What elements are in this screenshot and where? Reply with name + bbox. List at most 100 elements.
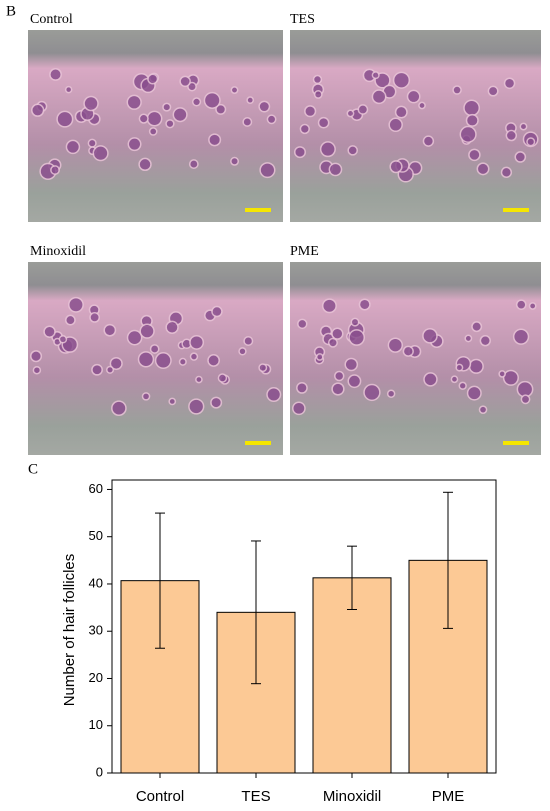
- image-label: Control: [30, 12, 73, 27]
- y-tick-label: 40: [89, 575, 103, 590]
- follicle: [512, 328, 530, 345]
- follicle: [50, 165, 60, 175]
- follicle: [266, 387, 282, 403]
- follicle: [230, 86, 239, 94]
- follicle: [389, 160, 403, 174]
- follicle: [203, 91, 221, 109]
- y-tick-label: 20: [89, 670, 103, 685]
- follicle: [450, 375, 459, 384]
- follicle: [358, 298, 371, 311]
- follicle: [141, 392, 151, 401]
- follicle: [388, 117, 403, 133]
- follicle: [459, 125, 477, 143]
- follicle: [258, 100, 271, 113]
- micrograph: [290, 30, 541, 222]
- follicle: [346, 109, 355, 118]
- x-tick-label: Minoxidil: [323, 788, 381, 805]
- follicle: [313, 90, 323, 99]
- follicle: [519, 122, 528, 131]
- y-tick-label: 0: [96, 764, 103, 779]
- follicle: [172, 107, 188, 123]
- follicle: [64, 314, 76, 326]
- follicle: [466, 385, 482, 401]
- follicle: [189, 334, 205, 350]
- follicle: [43, 325, 56, 338]
- follicle: [386, 389, 396, 398]
- follicle: [296, 382, 308, 394]
- follicle: [487, 85, 499, 97]
- follicle: [347, 374, 362, 389]
- follicle: [148, 127, 158, 136]
- follicle: [179, 75, 191, 88]
- follicle: [465, 113, 479, 127]
- follicle: [83, 95, 99, 112]
- follicle: [138, 113, 149, 124]
- panel-label: B: [6, 3, 16, 19]
- follicle: [149, 344, 160, 354]
- follicle: [304, 105, 317, 118]
- follicle: [64, 85, 73, 94]
- follicle: [402, 345, 414, 357]
- follicle: [195, 375, 203, 384]
- follicle: [165, 320, 179, 335]
- follicle: [319, 141, 336, 158]
- follicle: [92, 145, 109, 162]
- follicle: [479, 334, 491, 347]
- image-label: PME: [290, 244, 319, 259]
- y-axis-label: Number of hair follicles: [61, 554, 78, 707]
- follicle: [357, 104, 369, 115]
- follicle: [464, 334, 473, 343]
- follicle: [126, 329, 143, 346]
- follicle: [503, 77, 516, 90]
- follicle: [187, 81, 197, 92]
- follicle: [146, 110, 163, 127]
- follicle: [348, 329, 366, 346]
- follicle: [458, 381, 467, 390]
- follicle: [422, 135, 435, 147]
- follicle: [452, 85, 462, 95]
- follicle: [394, 105, 408, 119]
- follicle: [331, 327, 344, 340]
- follicle: [168, 397, 177, 406]
- bar-chart: Number of hair follicles 0 10 20 30 40 50 60 Co…: [61, 479, 497, 805]
- follicle: [49, 68, 62, 81]
- follicle: [520, 394, 531, 405]
- follicle: [91, 363, 103, 376]
- follicle: [327, 337, 338, 348]
- follicle: [162, 102, 172, 112]
- follicle: [498, 370, 506, 378]
- follicle: [208, 133, 222, 147]
- follicle: [418, 101, 426, 110]
- follicle: [455, 363, 464, 372]
- follicle: [67, 296, 84, 313]
- image-label: Minoxidil: [30, 244, 86, 259]
- x-tick-label: Control: [136, 788, 184, 805]
- follicle: [58, 335, 68, 344]
- scale-bar: [245, 441, 271, 445]
- follicle: [105, 365, 115, 374]
- follicle: [363, 383, 381, 402]
- follicle: [266, 114, 277, 125]
- x-tick-label: PME: [432, 788, 465, 805]
- follicle: [188, 159, 199, 169]
- y-tick-label: 60: [89, 481, 103, 496]
- follicle: [350, 317, 360, 327]
- follicle: [154, 352, 172, 369]
- follicle: [29, 350, 43, 363]
- follicle: [30, 103, 45, 117]
- follicle: [147, 73, 159, 85]
- scale-bar: [503, 208, 529, 212]
- follicle: [56, 110, 74, 128]
- micrographs: Control TES Minoxidil PME: [28, 12, 541, 455]
- follicle: [328, 162, 343, 177]
- follicle: [246, 96, 255, 105]
- follicle: [528, 302, 537, 310]
- x-tick-label: TES: [241, 788, 270, 805]
- follicle: [331, 382, 345, 396]
- follicle: [526, 137, 536, 147]
- follicle: [165, 119, 175, 129]
- follicle: [292, 401, 306, 416]
- follicle: [515, 299, 527, 310]
